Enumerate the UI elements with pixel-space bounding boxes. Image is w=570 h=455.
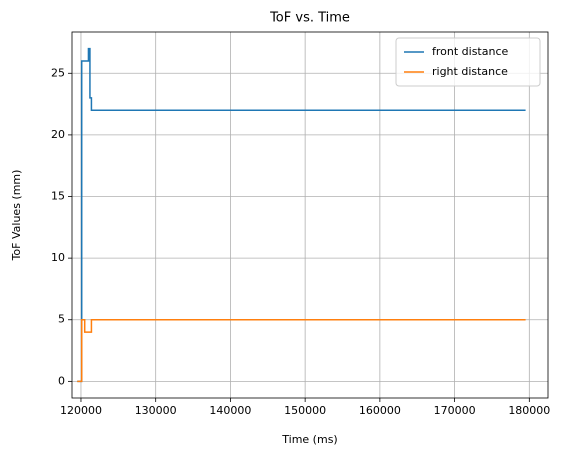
y-tick-label: 20 [51, 128, 65, 141]
x-tick-label: 170000 [434, 404, 476, 417]
line [77, 47, 526, 383]
legend-box [395, 37, 541, 87]
y-axis-label: ToF Values (mm) [10, 170, 23, 262]
y-tick-label: 15 [51, 190, 65, 203]
x-tick-label: 120000 [60, 404, 102, 417]
x-tick-label: 180000 [508, 404, 550, 417]
y-tick-label: 5 [58, 313, 65, 326]
x-tick-label: 160000 [359, 404, 401, 417]
chart-title: ToF vs. Time [269, 11, 350, 26]
y-tick-label: 0 [58, 374, 65, 387]
x-tick-label: 130000 [135, 404, 177, 417]
line [77, 318, 526, 383]
legend-label: front distance [432, 45, 509, 58]
y-tick-label: 25 [51, 66, 65, 79]
x-axis-label: Time (ms) [281, 433, 337, 446]
y-tick-label: 10 [51, 251, 65, 264]
x-tick-label: 140000 [209, 404, 251, 417]
plot-frame [71, 31, 549, 399]
x-tick-label: 150000 [284, 404, 326, 417]
legend-label: right distance [432, 65, 508, 78]
